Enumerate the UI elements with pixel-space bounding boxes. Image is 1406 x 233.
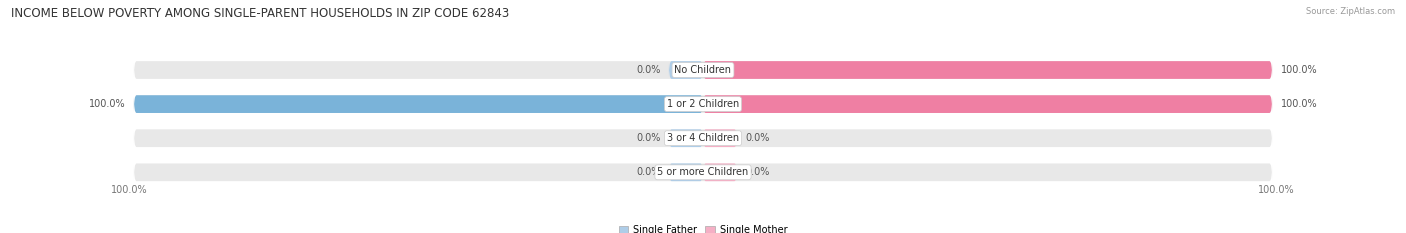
- FancyBboxPatch shape: [134, 61, 1272, 79]
- FancyBboxPatch shape: [134, 163, 1272, 181]
- Text: 100.0%: 100.0%: [1281, 99, 1317, 109]
- Text: 0.0%: 0.0%: [636, 133, 661, 143]
- FancyBboxPatch shape: [669, 163, 703, 181]
- FancyBboxPatch shape: [669, 129, 703, 147]
- Text: 0.0%: 0.0%: [636, 167, 661, 177]
- Text: 100.0%: 100.0%: [1281, 65, 1317, 75]
- FancyBboxPatch shape: [703, 61, 1272, 79]
- Text: Source: ZipAtlas.com: Source: ZipAtlas.com: [1306, 7, 1395, 16]
- Text: No Children: No Children: [675, 65, 731, 75]
- FancyBboxPatch shape: [134, 129, 1272, 147]
- Text: 0.0%: 0.0%: [745, 167, 770, 177]
- Text: 5 or more Children: 5 or more Children: [658, 167, 748, 177]
- Text: 1 or 2 Children: 1 or 2 Children: [666, 99, 740, 109]
- Text: 0.0%: 0.0%: [636, 65, 661, 75]
- Text: 100.0%: 100.0%: [89, 99, 125, 109]
- Legend: Single Father, Single Mother: Single Father, Single Mother: [614, 222, 792, 233]
- Text: 100.0%: 100.0%: [1258, 185, 1295, 195]
- FancyBboxPatch shape: [134, 95, 703, 113]
- FancyBboxPatch shape: [703, 163, 737, 181]
- Text: 100.0%: 100.0%: [111, 185, 148, 195]
- Text: 3 or 4 Children: 3 or 4 Children: [666, 133, 740, 143]
- FancyBboxPatch shape: [134, 95, 1272, 113]
- Text: 0.0%: 0.0%: [745, 133, 770, 143]
- FancyBboxPatch shape: [703, 129, 737, 147]
- FancyBboxPatch shape: [669, 61, 703, 79]
- FancyBboxPatch shape: [703, 95, 1272, 113]
- Text: INCOME BELOW POVERTY AMONG SINGLE-PARENT HOUSEHOLDS IN ZIP CODE 62843: INCOME BELOW POVERTY AMONG SINGLE-PARENT…: [11, 7, 509, 20]
